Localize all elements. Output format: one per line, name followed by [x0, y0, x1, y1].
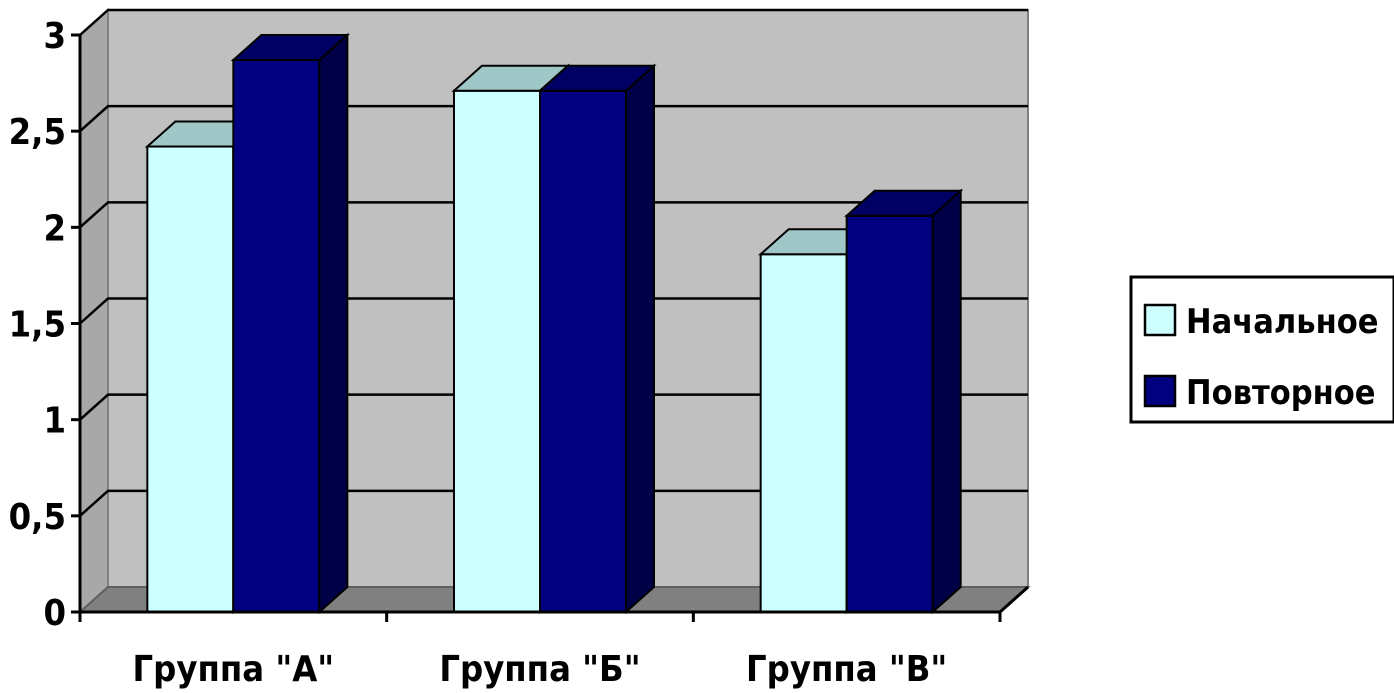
y-tick-label: 1,5: [9, 305, 66, 346]
y-tick-label: 0: [43, 593, 66, 634]
x-tick-label: Группа "Б": [439, 649, 640, 690]
bars: [144, 32, 964, 615]
legend-label-initial: Начальное: [1186, 302, 1379, 342]
y-tick-labels: 0 0,5 1 1,5 2 2,5 3: [9, 16, 66, 634]
gridlines: [79, 8, 1028, 517]
gridline: [79, 489, 1028, 517]
axes: [71, 33, 1029, 622]
bar-side: [318, 32, 349, 615]
x-axis-depth: [999, 585, 1029, 614]
gridline: [79, 393, 1028, 421]
legend-swatch-initial: [1143, 303, 1177, 337]
bar-front: [539, 89, 627, 613]
gridline: [79, 104, 1028, 133]
gridline: [79, 297, 1028, 325]
x-tick-labels: Группа "А" Группа "Б" Группа "В": [133, 649, 948, 690]
bar-side: [625, 63, 655, 615]
bar-front: [232, 59, 321, 613]
bar: [537, 63, 657, 615]
gridline: [79, 201, 1028, 229]
bar: [844, 188, 964, 615]
y-tick-label: 2,5: [9, 112, 66, 153]
legend: Начальное Повторное: [1129, 275, 1394, 424]
y-tick-label: 0,5: [9, 497, 66, 538]
y-tick-label: 1: [43, 401, 66, 442]
gridline: [79, 8, 1028, 36]
x-tick-label: Группа "А": [133, 649, 335, 690]
bar: [230, 32, 350, 615]
bar-front: [453, 89, 541, 613]
bar-front: [759, 253, 848, 613]
bar-side: [931, 188, 962, 615]
legend-swatch-repeat: [1143, 374, 1177, 408]
y-tick-label: 2: [43, 208, 66, 249]
bar-front: [146, 145, 235, 613]
x-tick-label: Группа "В": [746, 649, 947, 690]
legend-label-repeat: Повторное: [1186, 373, 1376, 413]
y-tick-label: 3: [43, 16, 66, 57]
bar-front: [845, 214, 934, 613]
